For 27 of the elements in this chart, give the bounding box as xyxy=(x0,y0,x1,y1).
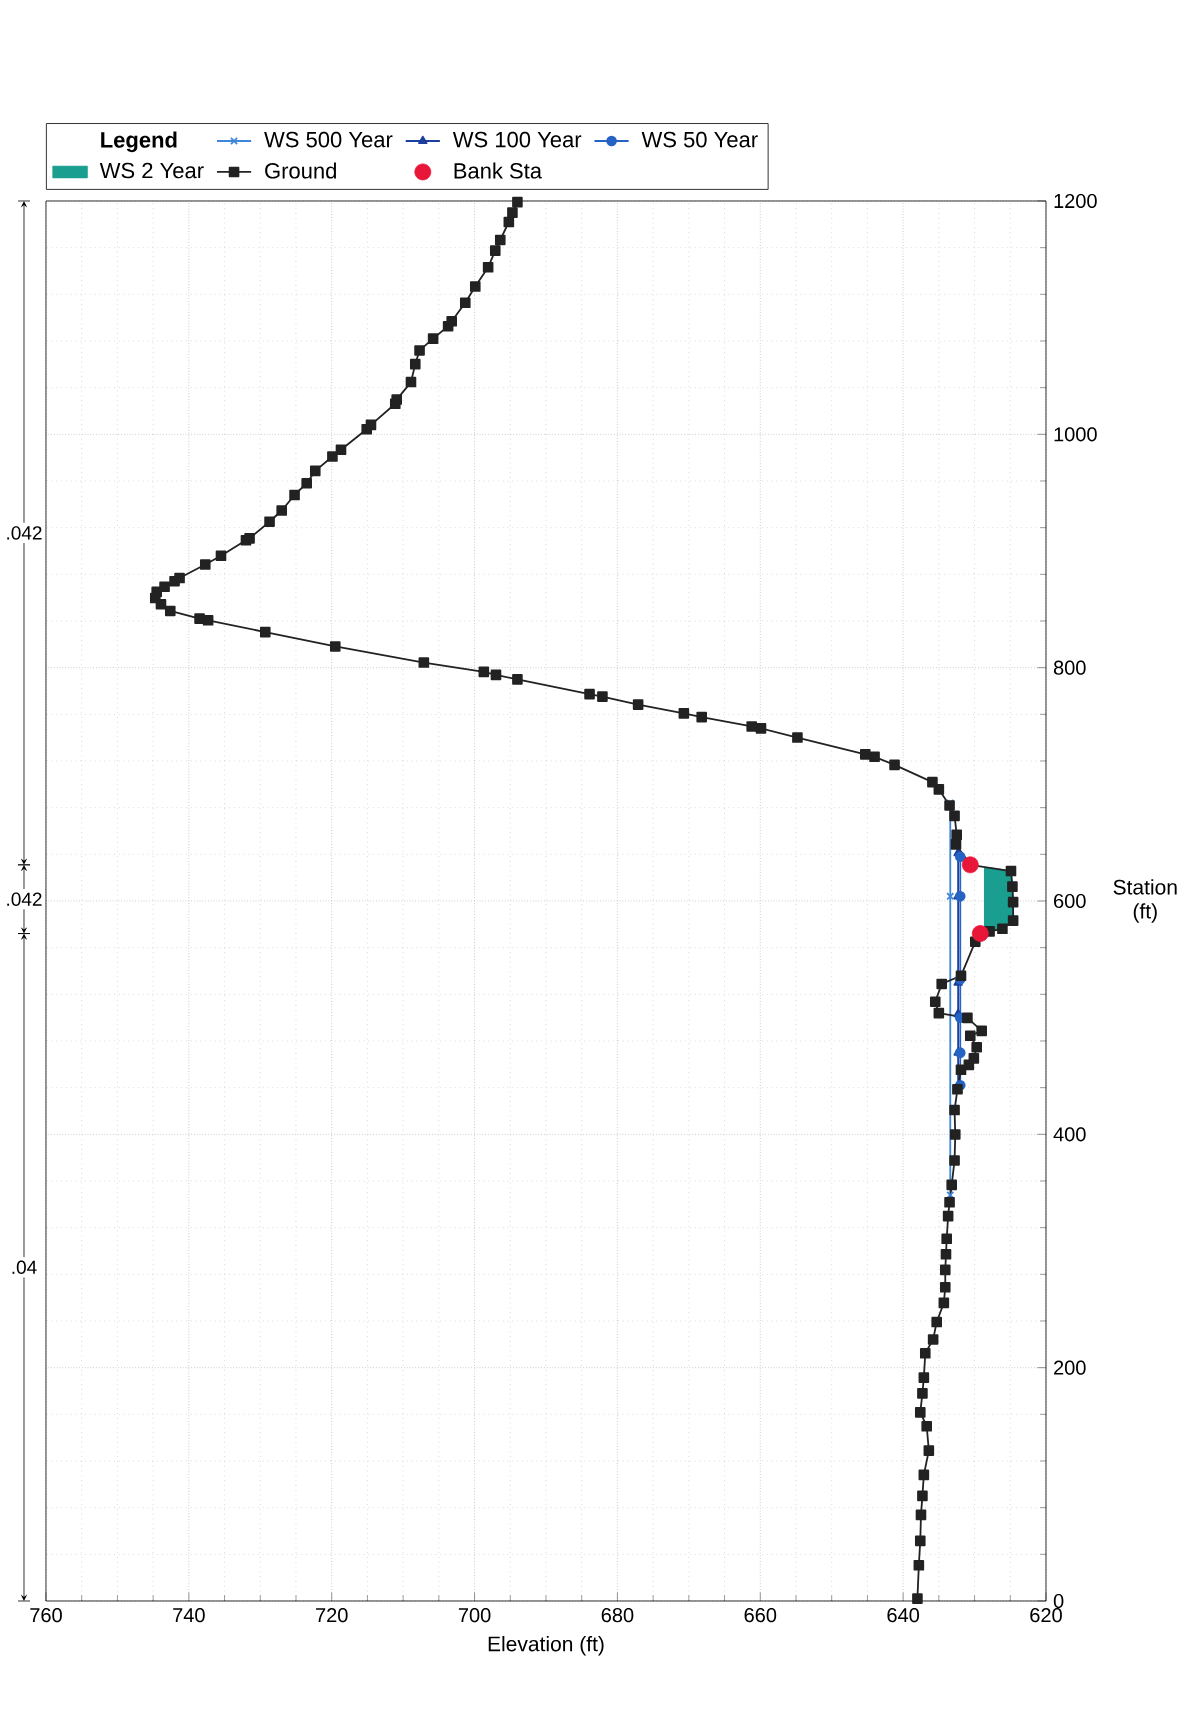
x-axis-title: Elevation (ft) xyxy=(488,1635,604,1656)
y-axis-title: Station (ft) xyxy=(1113,879,1177,923)
text: .042 xyxy=(7,526,42,540)
x-tick-label: 720 xyxy=(316,1608,348,1623)
legend-label: WS 2 Year xyxy=(99,162,204,179)
y-tick-label: 400 xyxy=(1053,1127,1086,1142)
x-tick-label: 640 xyxy=(887,1608,920,1623)
y-tick-label: 1000 xyxy=(1054,427,1097,442)
legend-label: Ground xyxy=(265,162,337,179)
x-tick-label: 680 xyxy=(601,1608,634,1623)
y-tick-label: 0 xyxy=(1053,1593,1064,1609)
y-tick-label: 600 xyxy=(1054,893,1086,909)
text: .042 xyxy=(7,892,42,906)
x-tick-label: 660 xyxy=(744,1608,777,1623)
legend-label: WS 50 Year xyxy=(641,131,758,148)
legend-label: Bank Sta xyxy=(454,162,543,179)
x-tick-label: 740 xyxy=(173,1608,205,1623)
legend-label: WS 100 Year xyxy=(452,131,582,148)
y-tick-label: 200 xyxy=(1054,1360,1086,1375)
x-tick-label: 700 xyxy=(458,1608,491,1623)
y-tick-label: 1200 xyxy=(1054,193,1097,209)
x-tick-label: 760 xyxy=(30,1608,62,1623)
y-tick-label: 800 xyxy=(1053,660,1086,675)
x-tick-label: 620 xyxy=(1030,1608,1062,1623)
legend-title: Legend xyxy=(101,131,177,153)
text: .04 xyxy=(12,1260,37,1274)
legend-label: WS 500 Year xyxy=(264,131,393,148)
